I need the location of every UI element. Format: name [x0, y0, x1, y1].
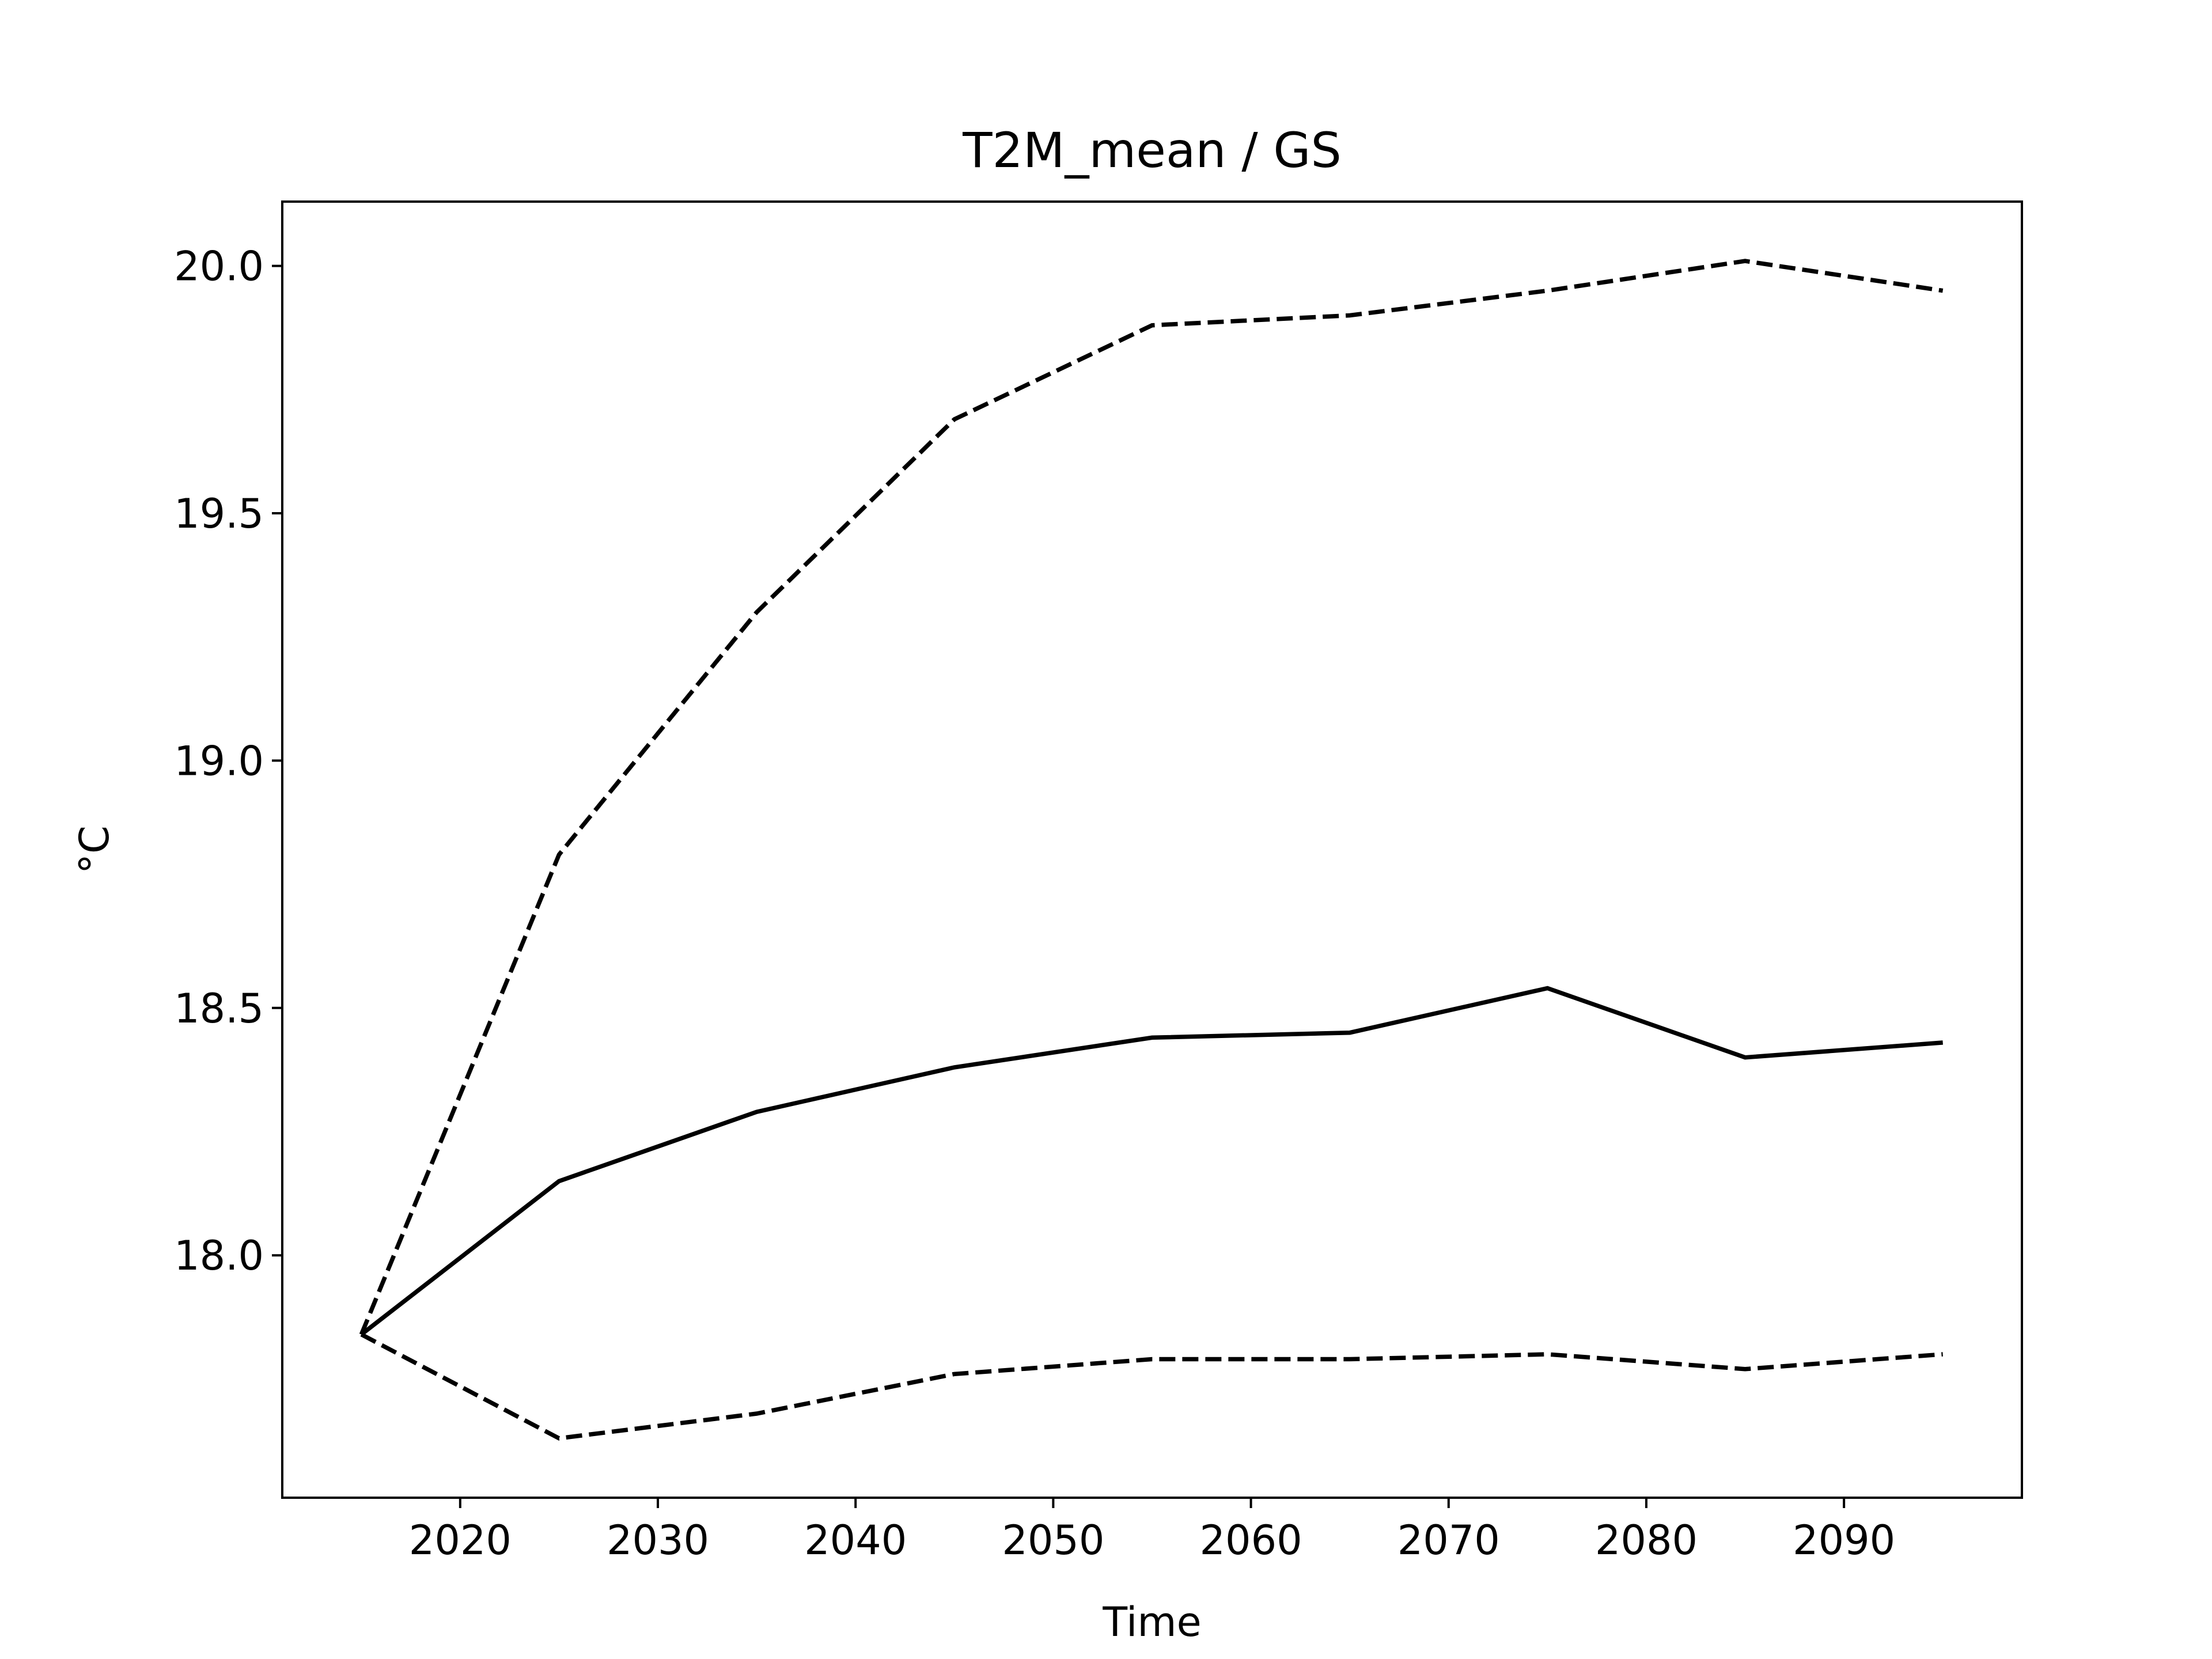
x-tick-label: 2030 — [607, 1517, 709, 1564]
y-axis: 18.0 18.5 19.0 19.5 20.0 — [174, 243, 282, 1279]
x-axis: 2020 2030 2040 2050 2060 2070 2080 2090 — [409, 1498, 1895, 1564]
y-axis-label: °C — [71, 825, 118, 874]
y-tick-label: 18.0 — [174, 1232, 264, 1279]
series-line-3-dashed — [360, 1332, 1943, 1441]
x-tick-label: 2050 — [1002, 1517, 1104, 1564]
y-tick-label: 20.0 — [174, 243, 264, 290]
x-tick-label: 2040 — [804, 1517, 907, 1564]
x-tick-label: 2060 — [1200, 1517, 1302, 1564]
series-line-2-dashed — [359, 259, 1944, 1336]
y-tick-label: 19.5 — [174, 490, 264, 537]
plot-frame — [281, 200, 2023, 1499]
series-line-1-solid — [360, 986, 1943, 1336]
x-tick-label: 2090 — [1793, 1517, 1895, 1564]
chart-title: T2M_mean / GS — [962, 122, 1342, 179]
y-tick-label: 18.5 — [174, 985, 264, 1032]
x-tick-label: 2020 — [409, 1517, 512, 1564]
x-tick-label: 2070 — [1397, 1517, 1500, 1564]
x-axis-label: Time — [1102, 1599, 1201, 1646]
series-group — [359, 259, 1944, 1441]
x-tick-label: 2080 — [1595, 1517, 1698, 1564]
y-tick-label: 19.0 — [174, 737, 264, 785]
